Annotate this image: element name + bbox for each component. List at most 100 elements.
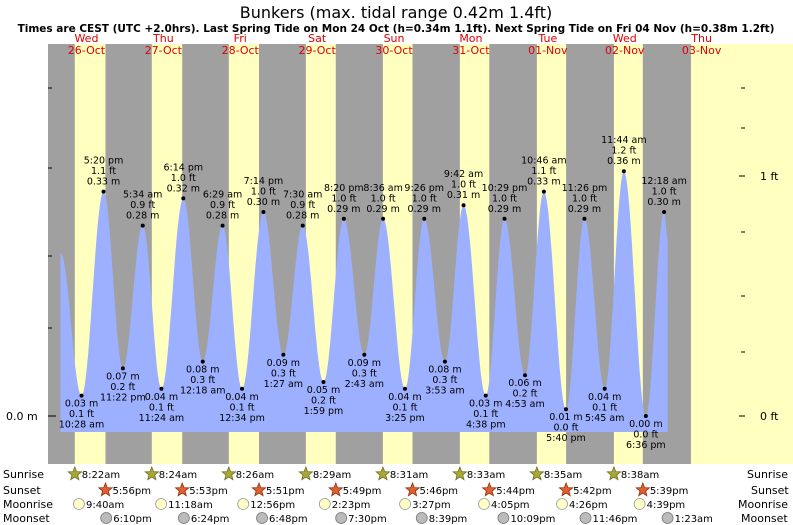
low-tide-label: 0.03 m 0.1 ft 10:28 am <box>59 399 104 431</box>
tide-label-line: 0.9 ft <box>290 200 315 211</box>
high-tide-label: 7:30 am 0.9 ft 0.28 m <box>283 190 322 222</box>
tide-label-line: 0.29 m <box>366 204 399 215</box>
moonset-icon <box>415 512 428 524</box>
right-zero-label: 0 ft <box>760 410 779 423</box>
sunset-time: 5:51pm <box>266 486 305 497</box>
tide-label-line: 0.08 m <box>186 365 219 376</box>
sunset-time: 5:44pm <box>496 486 535 497</box>
sunrise-icon <box>452 465 468 481</box>
tide-label-line: 11:26 pm <box>562 183 608 194</box>
tide-label-line: 11:24 am <box>139 413 184 424</box>
high-tide-label: 8:36 am 1.0 ft 0.29 m <box>363 183 402 215</box>
moonset-icon <box>579 512 592 524</box>
moonset-time: 6:10pm <box>113 514 152 525</box>
moonset-time: 1:23am <box>675 514 713 525</box>
tide-label-line: 0.1 ft <box>69 409 94 420</box>
day-date-label: 26-Oct <box>68 44 106 57</box>
sunrise-time: 8:24am <box>159 470 197 481</box>
high-tide-label: 9:26 pm 1.0 ft 0.29 m <box>404 183 444 215</box>
tide-label-line: 0.00 m <box>629 419 662 430</box>
tide-label-line: 0.06 m <box>508 378 541 389</box>
tide-label-line: 0.04 m <box>388 392 421 403</box>
sunset-time: 5:39pm <box>650 486 689 497</box>
moonrise-icon <box>237 498 250 510</box>
tide-label-line: 12:18 am <box>641 176 686 187</box>
sunrise-icon <box>375 465 391 481</box>
tide-label-line: 0.03 m <box>65 399 98 410</box>
tide-label-line: 1.0 ft <box>572 193 597 204</box>
high-tide-label: 7:14 pm 1.0 ft 0.30 m <box>244 176 284 208</box>
day-of-week-label: Wed <box>613 32 637 45</box>
tide-label-line: 0.04 m <box>225 392 258 403</box>
moonset-row-label-left: Moonset <box>3 512 50 525</box>
tide-label-line: 0.9 ft <box>210 200 235 211</box>
tide-label-line: 0.05 m <box>307 385 340 396</box>
tide-label-line: 1.0 ft <box>251 187 276 198</box>
tide-label-line: 1:27 am <box>264 379 303 390</box>
day-date-label: 02-Nov <box>605 44 645 57</box>
tide-label-line: 7:14 pm <box>244 176 284 187</box>
day-date-label: 01-Nov <box>528 44 568 57</box>
sunrise-time: 8:22am <box>82 470 120 481</box>
tide-point <box>362 352 367 357</box>
low-tide-label: 0.05 m 0.2 ft 1:59 pm <box>304 385 344 417</box>
sunrise-time: 8:26am <box>236 470 274 481</box>
day-date-label: 28-Oct <box>222 44 260 57</box>
tide-label-line: 0.08 m <box>428 365 461 376</box>
moonset-icon <box>497 512 510 524</box>
tide-label-line: 8:36 am <box>363 183 402 194</box>
tide-label-line: 0.1 ft <box>149 402 174 413</box>
sunrise-icon <box>529 465 545 481</box>
tide-label-line: 0.0 ft <box>633 430 658 441</box>
tide-point <box>159 386 164 391</box>
tide-point <box>261 210 266 214</box>
tide-label-line: 3:53 am <box>425 386 464 397</box>
right-one-label: 1 ft <box>760 170 779 183</box>
tide-label-line: 8:20 pm <box>324 183 364 194</box>
sunrise-row-label-left: Sunrise <box>3 468 44 481</box>
moonrise-time: 11:18am <box>168 500 213 511</box>
sunrise-time: 8:33am <box>467 470 505 481</box>
tide-label-line: 1.0 ft <box>371 193 396 204</box>
tide-point <box>502 216 507 221</box>
tide-label-line: 0.0 ft <box>553 423 578 434</box>
high-tide-label: 6:29 am 0.9 ft 0.28 m <box>203 190 242 222</box>
tide-label-line: 1.0 ft <box>412 193 437 204</box>
tide-point <box>402 386 407 391</box>
sunset-time: 5:42pm <box>573 486 612 497</box>
tide-label-line: 0.1 ft <box>592 402 617 413</box>
moonset-time: 6:48pm <box>269 514 308 525</box>
chart-subtitle: Times are CEST (UTC +2.0hrs). Last Sprin… <box>18 23 775 35</box>
tide-label-line: 9:42 am <box>444 169 483 180</box>
day-date-label: 30-Oct <box>375 44 413 57</box>
tide-label-line: 1:59 pm <box>304 406 344 417</box>
tide-label-line: 1.0 ft <box>492 193 517 204</box>
tide-label-line: 0.09 m <box>267 358 300 369</box>
low-tide-label: 0.01 m 0.0 ft 5:40 pm <box>546 412 586 444</box>
tide-label-line: 0.29 m <box>488 204 521 215</box>
tide-point <box>621 169 626 174</box>
tide-label-line: 5:40 pm <box>546 433 586 444</box>
sunset-icon <box>328 481 344 497</box>
tide-label-line: 6:36 pm <box>626 440 666 451</box>
tide-label-line: 0.04 m <box>145 392 178 403</box>
sunset-icon <box>558 481 574 497</box>
tide-point <box>240 386 245 391</box>
tide-label-line: 0.1 ft <box>230 402 255 413</box>
tide-point <box>422 216 427 221</box>
tide-point <box>341 216 346 221</box>
day-of-week-label: Wed <box>74 32 98 45</box>
sunset-icon <box>481 481 498 497</box>
moonrise-icon <box>318 498 331 510</box>
low-tide-label: 0.04 m 0.1 ft 5:45 am <box>585 392 624 424</box>
day-of-week-label: Fri <box>234 32 247 45</box>
day-of-week-label: Thu <box>152 32 174 45</box>
day-band <box>745 44 793 464</box>
high-tide-label: 8:20 pm 1.0 ft 0.29 m <box>324 183 364 215</box>
tide-label-line: 0.3 ft <box>271 368 296 379</box>
tide-point <box>643 414 648 418</box>
sunrise-icon <box>606 465 622 481</box>
tide-area <box>60 171 668 432</box>
sunset-icon <box>174 481 190 497</box>
